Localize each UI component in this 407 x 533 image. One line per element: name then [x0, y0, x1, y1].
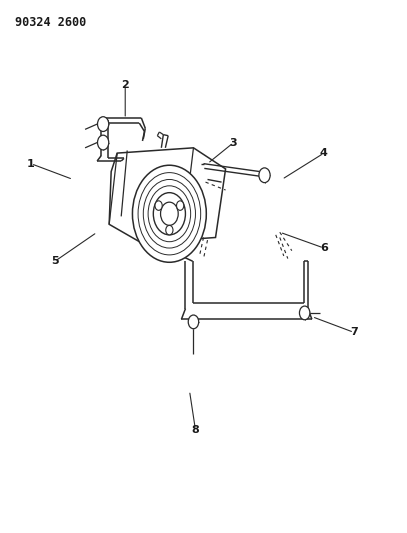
Circle shape — [153, 192, 186, 235]
Polygon shape — [109, 148, 225, 243]
Circle shape — [188, 315, 199, 329]
Circle shape — [160, 202, 178, 225]
Circle shape — [166, 225, 173, 235]
Text: 90324 2600: 90324 2600 — [15, 16, 86, 29]
Circle shape — [155, 201, 162, 211]
Circle shape — [138, 173, 201, 255]
Circle shape — [300, 306, 310, 320]
Text: 1: 1 — [27, 159, 35, 168]
Circle shape — [148, 186, 190, 241]
Text: 7: 7 — [350, 327, 358, 337]
Text: 5: 5 — [51, 256, 59, 266]
Circle shape — [132, 165, 206, 262]
Circle shape — [98, 117, 109, 132]
Circle shape — [177, 201, 184, 211]
Text: 6: 6 — [320, 243, 328, 253]
Text: 8: 8 — [192, 425, 199, 435]
Text: 4: 4 — [320, 148, 328, 158]
Text: 3: 3 — [230, 138, 237, 148]
Circle shape — [259, 168, 270, 183]
Circle shape — [98, 135, 109, 150]
Text: 2: 2 — [121, 79, 129, 90]
Circle shape — [143, 180, 195, 248]
